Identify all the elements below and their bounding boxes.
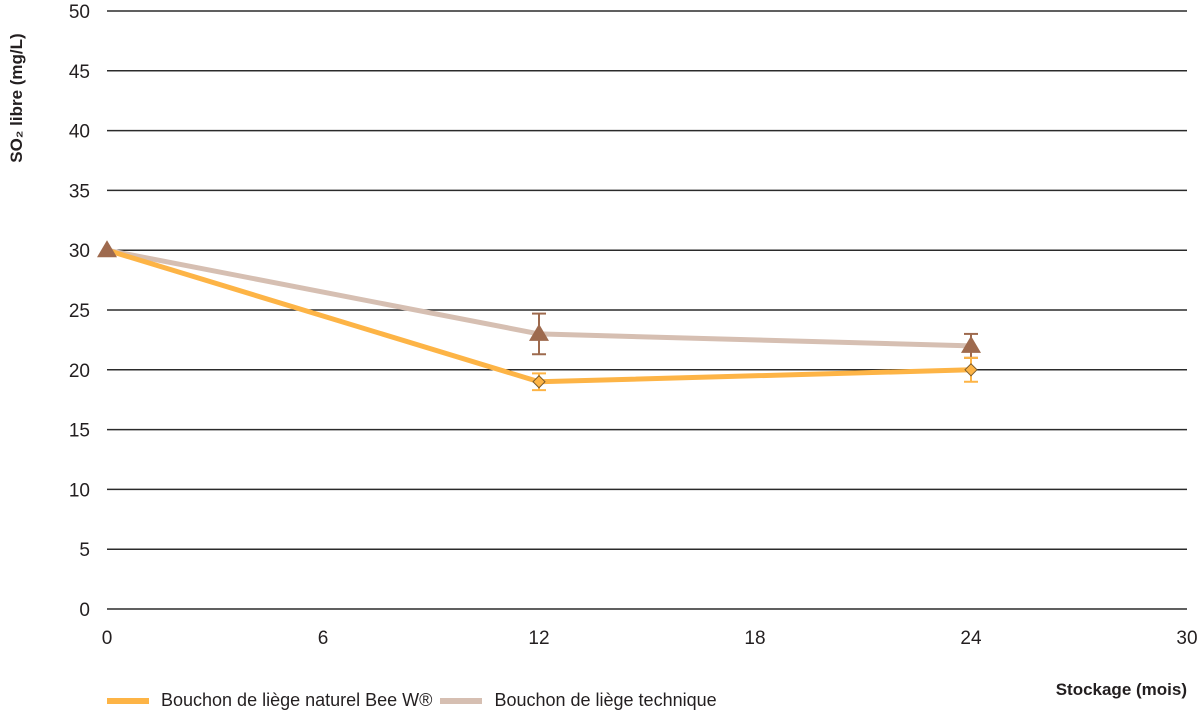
x-tick-label: 6 (318, 628, 329, 649)
legend-item-technique: Bouchon de liège technique (440, 690, 717, 711)
y-tick-label: 25 (69, 301, 90, 322)
x-axis-ticks: 0 6 12 18 24 30 (102, 628, 1198, 649)
y-tick-label: 15 (69, 421, 90, 442)
y-tick-label: 20 (69, 361, 90, 382)
legend-label-bee-w: Bouchon de liège naturel Bee W® (161, 690, 433, 710)
triangle-marker (529, 323, 549, 341)
series-layer (97, 240, 981, 392)
legend-item-bee-w: Bouchon de liège naturel Bee W® (107, 690, 432, 711)
y-tick-label: 30 (69, 241, 90, 262)
y-axis-title: SO₂ libre (mg/L) (7, 33, 26, 162)
x-tick-label: 24 (960, 628, 982, 649)
y-axis-ticks: 0 5 10 15 20 25 30 35 40 45 50 (69, 2, 90, 621)
triangle-marker (97, 240, 117, 258)
y-tick-label: 10 (69, 480, 90, 501)
y-tick-label: 5 (79, 540, 90, 561)
y-tick-label: 40 (69, 122, 90, 143)
y-tick-label: 35 (69, 181, 90, 202)
triangle-marker (961, 335, 981, 353)
x-tick-label: 30 (1176, 628, 1197, 649)
legend-swatch-bee-w (107, 697, 149, 704)
y-tick-label: 0 (79, 600, 90, 621)
diamond-marker (964, 363, 978, 377)
x-axis-title: Stockage (mois) (1056, 680, 1187, 699)
gridlines (107, 10, 1187, 610)
x-tick-label: 18 (744, 628, 765, 649)
legend-swatch-technique (440, 697, 483, 704)
legend-label-technique: Bouchon de liège technique (494, 690, 717, 710)
diamond-marker (532, 375, 546, 389)
y-tick-label: 50 (69, 2, 90, 23)
x-tick-label: 0 (102, 628, 113, 649)
legend: Bouchon de liège naturel Bee W® Bouchon … (107, 690, 725, 711)
x-tick-label: 12 (528, 628, 549, 649)
y-tick-label: 45 (69, 62, 90, 83)
